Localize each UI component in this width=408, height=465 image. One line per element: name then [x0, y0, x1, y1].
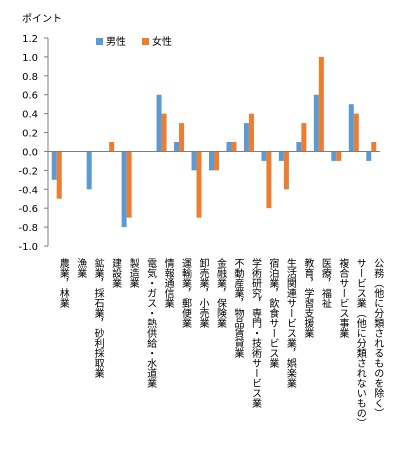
category-label: 教育，学習支援業 [302, 257, 314, 339]
category-label: 複合サービス事業 [337, 257, 349, 339]
category-label: 電気・ガス・熱供給・水道業 [145, 258, 157, 389]
y-tick-label: -0.8 [18, 223, 38, 234]
y-tick-label: -0.2 [18, 166, 38, 177]
category-label: 学術研究，専門・技術サービス業 [249, 257, 261, 409]
bar-female [283, 151, 289, 190]
y-tick-label: 0.6 [22, 91, 38, 102]
y-tick-label: 0.0 [22, 147, 38, 158]
category-label: 金融業，保険業 [215, 257, 227, 329]
bar-male [331, 151, 337, 161]
category-label: 情報通信業 [162, 257, 174, 309]
legend-swatch [142, 38, 149, 45]
bar-male [243, 123, 249, 152]
bar-female [371, 142, 377, 152]
category-label: 鉱業，採石業，砂利採取業 [92, 257, 104, 379]
bar-male [278, 151, 284, 161]
bar-male [366, 151, 372, 161]
bar-female [248, 113, 254, 152]
bar-male [86, 151, 92, 190]
bar-male [174, 142, 180, 152]
y-tick-label: 0.4 [22, 110, 38, 121]
y-tick-label: 0.8 [22, 72, 38, 83]
bar-female [353, 113, 359, 152]
category-label: 宿泊業，飲食サービス業 [267, 257, 279, 369]
bar-female [196, 151, 202, 218]
bar-male [226, 142, 232, 152]
y-axis: 1.2 1.0 0.8 0.6 0.4 0.2 0.0 -0.2 -0.4 -0.6 -0.8 -1.… [18, 34, 48, 253]
bar-male [348, 104, 354, 152]
category-label: 農業，林業 [57, 257, 69, 309]
category-label: 建設業 [110, 257, 122, 289]
category-label: 製造業 [127, 257, 139, 289]
bar-male [121, 151, 127, 228]
y-tick-label: -0.4 [18, 185, 38, 196]
bar-female [318, 56, 324, 152]
y-tick-label: 1.0 [22, 53, 38, 64]
legend: 男性 女性 [96, 35, 172, 48]
legend-label: 女性 [152, 35, 172, 48]
bars [51, 56, 377, 228]
legend-label: 男性 [106, 35, 126, 48]
bar-male [313, 94, 319, 152]
bar-female [126, 151, 132, 218]
bar-male [156, 94, 162, 152]
category-label: 医療，福祉 [319, 258, 331, 308]
bar-female [336, 151, 342, 161]
y-tick-label: 0.2 [22, 129, 38, 140]
bar-female [179, 123, 185, 152]
bar-female [266, 151, 272, 209]
bar-male [296, 142, 302, 152]
bar-female [231, 142, 237, 152]
y-tick-label: 1.2 [22, 34, 38, 45]
category-label: 運輸業，郵便業 [180, 258, 192, 329]
category-label: 漁業 [75, 257, 87, 279]
bar-female [161, 113, 167, 152]
category-labels: 農業，林業 漁業 鉱業，採石業，砂利採取業 建設業 製造業 電気・ガス・熱供給・水道業 情報… [57, 257, 384, 428]
bar-male [209, 151, 214, 171]
bar-male [191, 151, 197, 171]
bar-female [214, 151, 219, 171]
bar-male [261, 151, 267, 161]
legend-swatch [96, 38, 103, 45]
y-tick-label: -1.0 [18, 242, 38, 253]
category-label: 不動産業，物品賃貸業 [232, 258, 244, 359]
y-axis-unit-label: ポイント [22, 13, 62, 25]
bar-male [51, 151, 57, 180]
category-label: 生活関連サービス業，娯楽業 [284, 257, 296, 389]
category-label: サービス業（他に分類されないもの） [354, 258, 366, 428]
y-tick-label: -0.6 [18, 204, 38, 215]
bar-female [301, 123, 307, 152]
category-label: 公務（他に分類されるものを除く） [372, 258, 384, 418]
category-label: 卸売業，小売業 [197, 257, 209, 329]
bar-female [109, 142, 115, 152]
bar-female [56, 151, 62, 199]
